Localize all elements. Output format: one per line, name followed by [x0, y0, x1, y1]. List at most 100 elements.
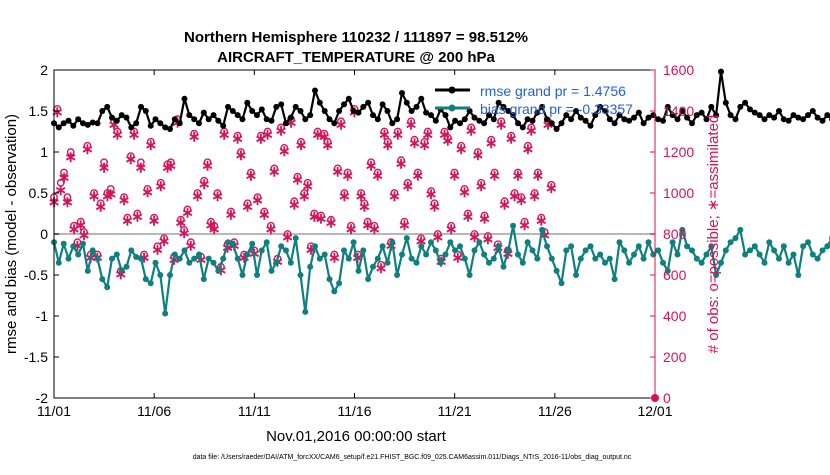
- y-left-tick-label: -1.5: [24, 349, 48, 365]
- obs-assimilated-marker: ∗: [318, 129, 331, 146]
- obs-assimilated-marker: ∗: [251, 192, 264, 209]
- obs-possible-marker: [534, 168, 542, 177]
- obs-possible-marker: [537, 213, 546, 222]
- obs-possible-marker: [66, 148, 75, 156]
- rmse-point: [287, 114, 294, 121]
- rmse-point: [428, 112, 434, 119]
- bias-point: [698, 259, 705, 266]
- obs-possible-marker: [60, 168, 68, 177]
- rmse-point: [360, 103, 367, 110]
- obs-possible-marker: [473, 148, 482, 156]
- rmse-point: [147, 122, 154, 129]
- rmse-point: [234, 112, 241, 119]
- rmse-point: [152, 116, 159, 123]
- rmse-point: [592, 112, 599, 119]
- rmse-point: [553, 126, 560, 132]
- bias-point: [312, 243, 318, 250]
- rmse-point: [577, 114, 584, 121]
- obs-possible-marker: [313, 127, 322, 136]
- bias-line: [52, 224, 830, 315]
- obs-assimilated-marker: ∗: [301, 178, 314, 195]
- bias-point: [669, 239, 676, 246]
- y-right-tick-label: 1200: [663, 144, 694, 160]
- obs-assimilated-marker: ∗: [125, 151, 138, 168]
- obs-possible-marker: [76, 217, 85, 226]
- rmse-point: [128, 124, 135, 131]
- obs-possible-marker: [327, 215, 335, 224]
- obs-assimilated-marker: ∗: [368, 221, 381, 238]
- bias-point: [785, 259, 792, 266]
- obs-possible-marker: [126, 152, 135, 161]
- rmse-point: [819, 117, 826, 124]
- obs-possible-marker: [450, 168, 459, 177]
- obs-possible-marker: [323, 137, 332, 146]
- rmse-point: [341, 101, 347, 108]
- obs-possible-marker: [510, 189, 519, 197]
- bias-point: [722, 247, 729, 254]
- obs-assimilated-marker: ∗: [315, 211, 328, 228]
- obs-assimilated-marker: ∗: [398, 217, 411, 234]
- obs-assimilated-marker: ∗: [81, 141, 94, 158]
- obs-possible-marker: [420, 137, 429, 146]
- bias-point: [55, 259, 62, 266]
- rmse-point: [336, 108, 343, 114]
- bias-point: [263, 239, 270, 246]
- obs-possible-marker: [514, 168, 522, 177]
- bias-point: [718, 259, 724, 266]
- bias-point: [727, 239, 734, 246]
- rmse-point: [626, 117, 633, 124]
- bias-point: [350, 239, 357, 246]
- obs-assimilated-marker: ∗: [205, 217, 218, 234]
- bias-point: [577, 255, 584, 262]
- obs-possible-marker: [70, 221, 78, 230]
- y-left-tick-label: 0.5: [29, 185, 49, 201]
- obs-assimilated-marker: ∗: [181, 205, 194, 222]
- obs-possible-marker: [176, 215, 185, 224]
- rmse-point: [408, 108, 415, 114]
- obs-possible-marker: [123, 213, 132, 222]
- rmse-point: [191, 116, 198, 123]
- y-right-tick-label: 0: [663, 390, 671, 406]
- rmse-point: [374, 116, 381, 123]
- y-left-tick-label: -0.5: [24, 267, 48, 283]
- obs-assimilated-marker: ∗: [508, 188, 521, 205]
- bias-point: [316, 255, 323, 262]
- bias-point: [573, 272, 579, 278]
- obs-assimilated-marker: ∗: [525, 122, 538, 139]
- y-left-tick-label: -1: [36, 308, 49, 324]
- obs-possible-marker: [480, 211, 489, 220]
- bias-point: [737, 226, 744, 233]
- y-axis-right-label: # of obs: o=possible; ∗=assimilated: [705, 115, 722, 354]
- rmse-point: [273, 103, 280, 110]
- bias-point: [814, 255, 821, 262]
- rmse-point: [171, 116, 178, 123]
- obs-assimilated-marker: ∗: [241, 198, 254, 215]
- bias-point: [109, 255, 115, 262]
- obs-possible-marker: [547, 180, 556, 189]
- obs-possible-marker: [520, 217, 529, 226]
- obs-assimilated-marker: ∗: [485, 135, 498, 152]
- obs-possible-marker: [243, 199, 252, 208]
- rmse-point: [133, 120, 140, 127]
- bias-point: [80, 240, 86, 247]
- bias-point: [399, 251, 405, 258]
- obs-possible-marker: [490, 168, 499, 177]
- bias-point: [447, 239, 454, 246]
- bias-point: [244, 251, 251, 258]
- obs-assimilated-marker: ∗: [518, 217, 531, 234]
- obs-possible-marker: [297, 137, 305, 146]
- obs-possible-marker: [430, 199, 439, 208]
- rmse-point: [249, 108, 256, 114]
- obs-assimilated-marker: ∗: [118, 192, 131, 209]
- bias-point: [505, 247, 512, 254]
- bias-point: [631, 251, 637, 258]
- obs-assimilated-marker: ∗: [74, 217, 87, 234]
- legend-bias-marker: [448, 104, 456, 112]
- rmse-point: [210, 112, 217, 119]
- rmse-point: [258, 106, 265, 113]
- bias-point: [75, 251, 82, 258]
- rmse-point: [331, 120, 338, 127]
- obs-assimilated-marker: ∗: [88, 188, 101, 205]
- obs-assimilated-marker: ∗: [325, 215, 338, 232]
- x-tick-label: 11/21: [438, 403, 472, 419]
